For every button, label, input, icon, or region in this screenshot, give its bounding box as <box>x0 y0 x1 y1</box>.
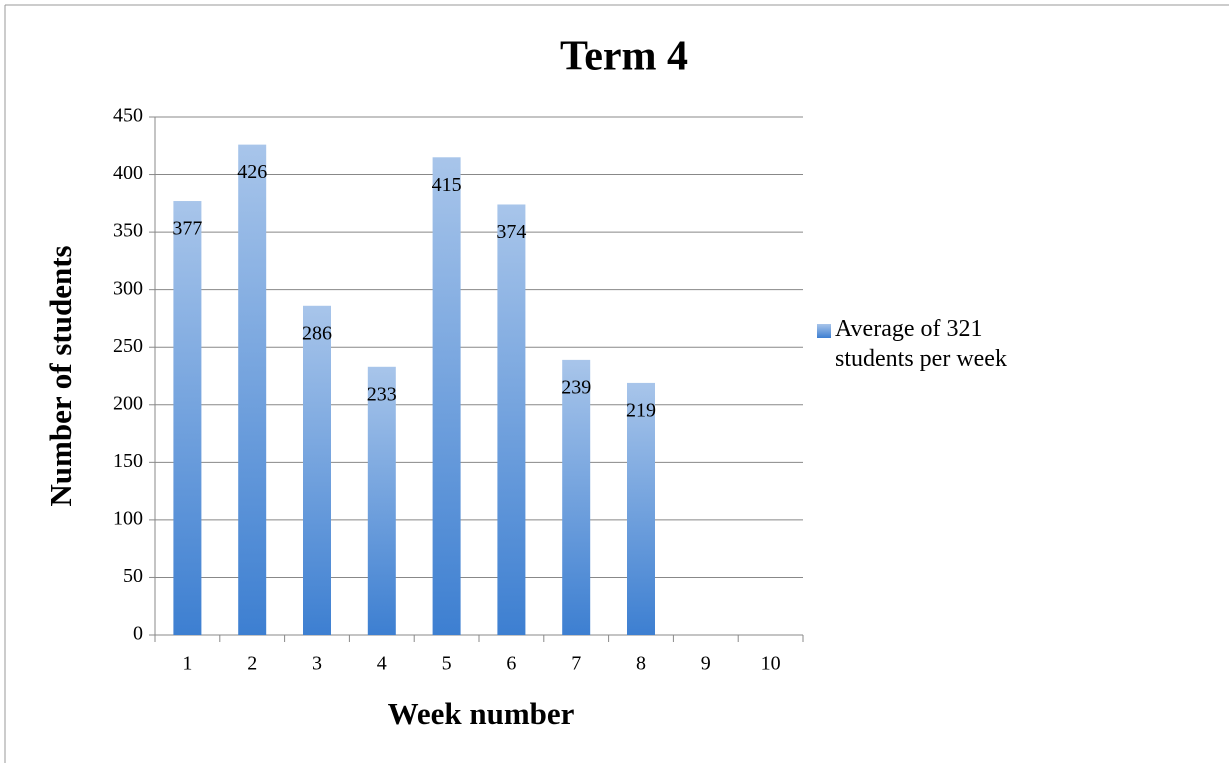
bar <box>303 305 331 635</box>
y-tick-label: 400 <box>113 162 143 184</box>
y-tick-label: 350 <box>113 220 143 242</box>
x-tick-label: 2 <box>247 653 257 675</box>
y-tick-label: 300 <box>113 277 143 299</box>
x-tick-label: 5 <box>442 653 452 675</box>
legend-label: Average of 321 students per week <box>835 316 1007 372</box>
x-tick-label: 1 <box>182 653 192 675</box>
data-label: 426 <box>237 161 267 183</box>
bar <box>238 144 267 636</box>
bar <box>562 359 591 635</box>
data-label: 219 <box>626 400 656 422</box>
y-tick-label: 50 <box>123 565 143 587</box>
x-tick-label: 6 <box>506 653 516 675</box>
x-axis-label: Week number <box>388 696 575 731</box>
bar <box>173 201 202 635</box>
y-tick-label: 0 <box>133 623 143 645</box>
y-axis-label: Number of students <box>43 245 78 506</box>
y-tick-label: 250 <box>113 335 143 357</box>
legend-marker <box>817 324 831 338</box>
x-tick-label: 9 <box>701 653 711 675</box>
y-tick-label: 200 <box>113 392 143 414</box>
data-label: 286 <box>302 322 332 344</box>
x-tick-label: 7 <box>571 653 581 675</box>
bar <box>497 204 526 636</box>
chart-title: Term 4 <box>560 34 688 80</box>
x-tick-label: 3 <box>312 653 322 675</box>
data-label: 233 <box>367 383 397 405</box>
bar <box>627 382 655 635</box>
y-tick-label: 450 <box>113 105 143 127</box>
x-tick-label: 8 <box>636 653 646 675</box>
y-tick-label: 150 <box>113 450 143 472</box>
x-tick-label: 4 <box>377 653 387 675</box>
bar <box>432 157 461 636</box>
x-tick-label: 10 <box>761 653 781 675</box>
data-label: 377 <box>172 218 202 240</box>
y-tick-label: 100 <box>113 507 143 529</box>
data-label: 374 <box>496 221 526 243</box>
data-label: 239 <box>561 376 591 398</box>
bar <box>367 366 396 635</box>
data-label: 415 <box>432 174 462 196</box>
